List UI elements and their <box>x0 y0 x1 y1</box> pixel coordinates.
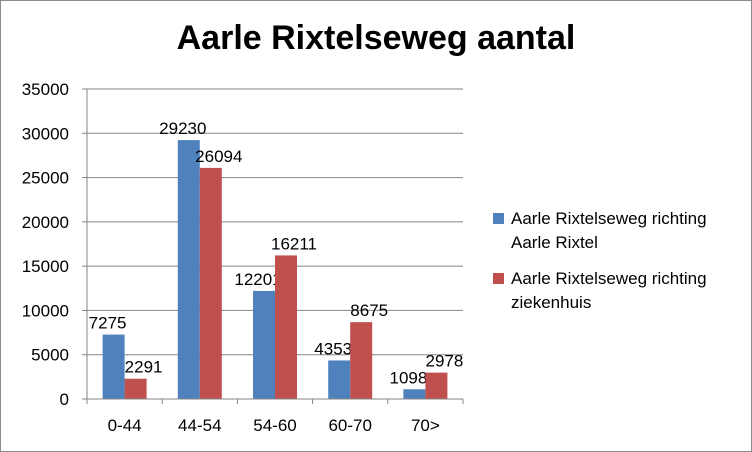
y-tick-label: 35000 <box>22 80 69 99</box>
bar <box>124 378 147 399</box>
data-label: 2291 <box>125 358 163 377</box>
y-tick-label: 20000 <box>22 213 69 232</box>
bar <box>177 140 200 399</box>
data-label: 2978 <box>425 352 463 371</box>
bar <box>403 389 426 399</box>
bar <box>253 290 275 399</box>
data-label: 29230 <box>159 119 206 138</box>
y-tick-label: 0 <box>60 390 69 409</box>
y-tick-label: 25000 <box>22 169 69 188</box>
x-tick-label: 54-60 <box>253 416 296 435</box>
data-label: 12201 <box>234 270 281 289</box>
data-label: 8675 <box>350 301 388 320</box>
chart-title: Aarle Rixtelseweg aantal <box>176 19 576 57</box>
bar <box>425 372 448 399</box>
legend-swatch-series-1 <box>493 213 504 224</box>
legend-label-series-2-line1: Aarle Rixtelseweg richting <box>511 269 707 288</box>
y-tick-label: 5000 <box>31 346 69 365</box>
legend-swatch-series-2 <box>493 273 504 284</box>
legend-label-series-1-line2: Aarle Rixtel <box>511 233 598 252</box>
x-tick-label: 44-54 <box>178 416 221 435</box>
legend-label-series-1-line1: Aarle Rixtelseweg richting <box>511 209 707 228</box>
x-tick-label: 0-44 <box>108 416 142 435</box>
y-tick-label: 15000 <box>22 257 69 276</box>
x-tick-label: 60-70 <box>328 416 371 435</box>
y-tick-label: 10000 <box>22 301 69 320</box>
y-tick-label: 30000 <box>22 124 69 143</box>
legend-item-series-1: Aarle Rixtelseweg richting Aarle Rixtel <box>493 207 752 255</box>
data-label: 7275 <box>89 314 127 333</box>
legend-label-series-2-line2: ziekenhuis <box>511 293 592 312</box>
bar <box>199 167 222 399</box>
legend: Aarle Rixtelseweg richting Aarle Rixtel … <box>493 207 752 327</box>
bar <box>275 255 297 399</box>
bar <box>328 360 351 399</box>
bar <box>350 322 373 399</box>
data-label: 4353 <box>314 339 352 358</box>
legend-item-series-2: Aarle Rixtelseweg richting ziekenhuis <box>493 267 752 315</box>
data-label: 16211 <box>271 234 317 253</box>
x-tick-label: 70> <box>411 416 440 435</box>
bar <box>102 334 125 399</box>
data-label: 1098 <box>389 368 427 387</box>
data-label: 26094 <box>195 147 242 166</box>
